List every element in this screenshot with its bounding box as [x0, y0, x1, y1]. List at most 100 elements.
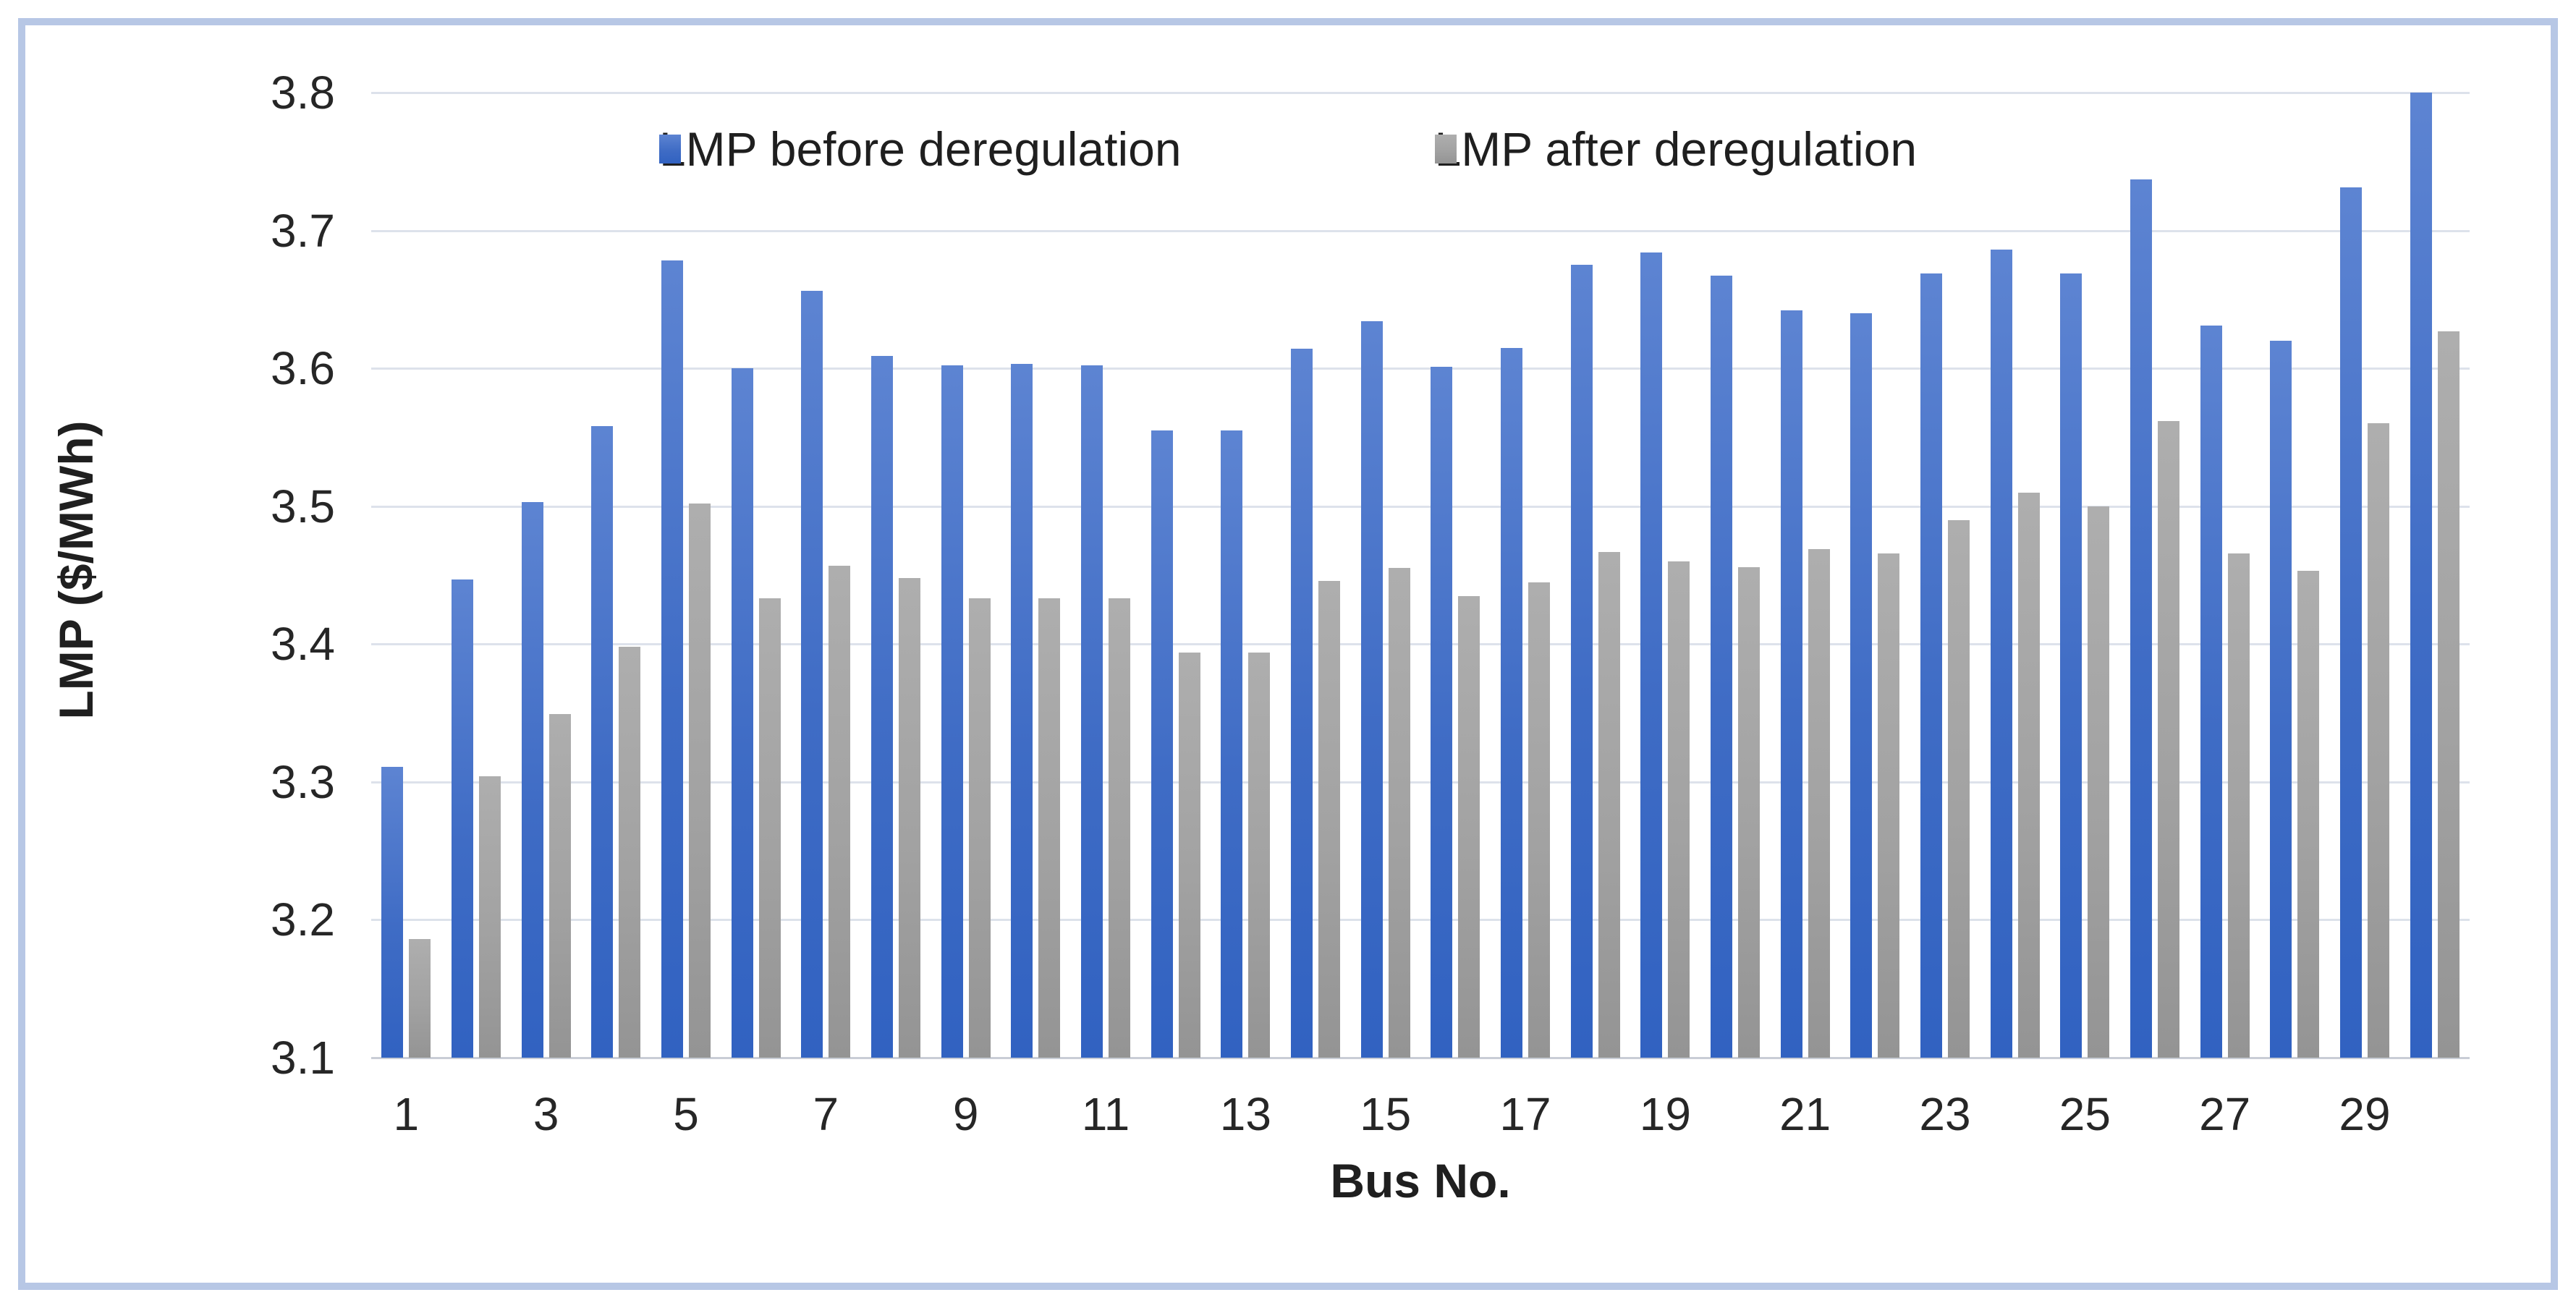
bar-after-bus-26	[2158, 420, 2179, 1058]
bar-after-bus-23	[1948, 519, 1970, 1058]
bar-before-bus-25	[2060, 273, 2083, 1058]
bar-before-bus-7	[801, 291, 823, 1058]
bar-after-bus-9	[968, 598, 991, 1058]
bar-after-bus-17	[1528, 582, 1550, 1058]
x-tick-label-29: 29	[2339, 1088, 2391, 1140]
y-tick-label-3.5: 3.5	[271, 480, 335, 532]
bar-before-bus-9	[941, 365, 963, 1058]
bar-after-bus-19	[1668, 561, 1690, 1058]
bar-before-bus-5	[661, 260, 683, 1058]
bar-after-bus-4	[619, 647, 641, 1058]
bar-after-bus-22	[1878, 553, 1900, 1058]
x-axis-line	[371, 1057, 2470, 1059]
bar-before-bus-21	[1780, 310, 1802, 1058]
legend-swatch-before	[658, 135, 681, 164]
gridline-3.2	[371, 919, 2470, 922]
bar-before-bus-14	[1291, 349, 1313, 1058]
gridline-3.8	[371, 92, 2470, 94]
bar-after-bus-27	[2227, 553, 2250, 1058]
x-tick-label-5: 5	[673, 1088, 699, 1140]
y-tick-label-3.1: 3.1	[271, 1032, 335, 1084]
bar-before-bus-13	[1221, 430, 1243, 1058]
bar-after-bus-15	[1388, 568, 1410, 1058]
x-tick-label-11: 11	[1081, 1088, 1130, 1140]
y-tick-label-3.6: 3.6	[271, 342, 335, 395]
bar-before-bus-18	[1570, 265, 1593, 1058]
x-tick-label-13: 13	[1219, 1088, 1271, 1140]
bar-after-bus-20	[1738, 566, 1760, 1058]
bar-before-bus-29	[2340, 187, 2362, 1058]
bar-before-bus-1	[381, 766, 404, 1058]
bar-after-bus-30	[2437, 331, 2460, 1058]
plot-area	[371, 92, 2470, 1059]
bar-after-bus-1	[409, 939, 431, 1058]
y-tick-label-3.7: 3.7	[271, 204, 335, 257]
bar-after-bus-3	[548, 714, 571, 1058]
bar-after-bus-12	[1178, 652, 1200, 1058]
x-tick-label-19: 19	[1639, 1088, 1691, 1140]
legend-item-before: LMP before deregulation	[658, 122, 1182, 177]
bar-before-bus-8	[871, 355, 893, 1058]
bar-after-bus-14	[1318, 580, 1340, 1058]
x-tick-label-7: 7	[813, 1088, 839, 1140]
legend-label-after: LMP after deregulation	[1434, 122, 1918, 176]
bar-after-bus-2	[479, 776, 501, 1058]
bar-before-bus-15	[1360, 321, 1383, 1058]
bar-after-bus-6	[758, 598, 781, 1058]
bar-before-bus-10	[1011, 364, 1033, 1058]
bar-before-bus-30	[2410, 93, 2432, 1058]
gridline-3.6	[371, 368, 2470, 370]
gridline-3.3	[371, 781, 2470, 783]
x-tick-label-17: 17	[1499, 1088, 1551, 1140]
y-tick-label-3.8: 3.8	[271, 67, 335, 119]
bar-before-bus-2	[452, 579, 473, 1058]
x-axis-title: Bus No.	[1330, 1154, 1511, 1207]
bar-before-bus-24	[1990, 250, 2012, 1058]
bar-before-bus-11	[1081, 365, 1103, 1058]
gridline-3.5	[371, 505, 2470, 508]
bar-after-bus-13	[1248, 652, 1271, 1058]
legend-item-after: LMP after deregulation	[1434, 122, 1918, 177]
y-tick-label-3.4: 3.4	[271, 618, 335, 671]
bar-before-bus-27	[2200, 326, 2222, 1058]
y-tick-label-3.3: 3.3	[271, 755, 335, 808]
x-tick-label-27: 27	[2199, 1088, 2251, 1140]
y-tick-label-3.2: 3.2	[271, 893, 335, 946]
bar-after-bus-16	[1458, 595, 1480, 1058]
bar-after-bus-10	[1038, 598, 1061, 1058]
bar-after-bus-18	[1598, 551, 1620, 1058]
x-tick-label-9: 9	[952, 1088, 979, 1140]
bar-before-bus-19	[1640, 252, 1663, 1058]
gridline-3.4	[371, 643, 2470, 646]
bar-after-bus-11	[1109, 598, 1130, 1058]
bar-before-bus-3	[521, 501, 543, 1058]
gridline-3.7	[371, 229, 2470, 232]
bar-after-bus-25	[2088, 506, 2110, 1058]
bar-before-bus-20	[1711, 276, 1732, 1058]
bar-before-bus-6	[731, 368, 753, 1058]
legend: LMP before deregulation LMP after deregu…	[0, 122, 2576, 177]
bar-after-bus-29	[2368, 423, 2389, 1058]
x-tick-label-21: 21	[1779, 1088, 1831, 1140]
bar-before-bus-23	[1920, 273, 1942, 1058]
bar-after-bus-8	[899, 577, 920, 1058]
bar-before-bus-16	[1431, 367, 1453, 1058]
bar-before-bus-4	[591, 426, 614, 1058]
bar-after-bus-7	[829, 565, 851, 1058]
bar-before-bus-28	[2270, 341, 2292, 1058]
bar-after-bus-21	[1808, 548, 1830, 1058]
x-tick-label-1: 1	[393, 1088, 420, 1140]
bar-after-bus-24	[2017, 492, 2040, 1058]
x-tick-label-3: 3	[533, 1088, 559, 1140]
bar-after-bus-28	[2297, 571, 2320, 1058]
legend-swatch-after	[1434, 135, 1457, 164]
bar-before-bus-26	[2130, 179, 2152, 1058]
bar-before-bus-12	[1151, 430, 1173, 1058]
x-tick-label-25: 25	[2059, 1088, 2111, 1140]
legend-label-before: LMP before deregulation	[658, 122, 1182, 176]
x-tick-label-15: 15	[1360, 1088, 1412, 1140]
bar-before-bus-17	[1501, 347, 1522, 1058]
bar-before-bus-22	[1850, 313, 1873, 1058]
x-tick-label-23: 23	[1919, 1088, 1971, 1140]
